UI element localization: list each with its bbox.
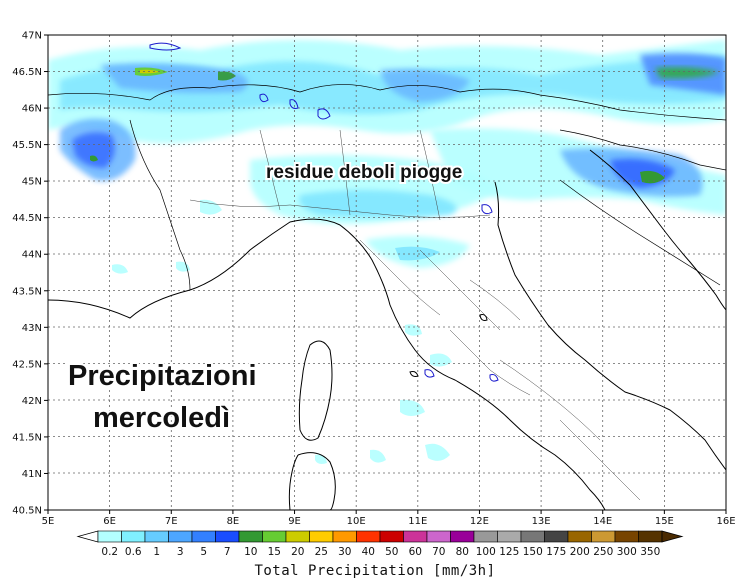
lat-tick-label: 44N (22, 250, 42, 261)
colorbar-label: 5 (200, 546, 207, 558)
lat-tick-label: 45.5N (12, 140, 42, 151)
colorbar-label: 150 (523, 546, 543, 558)
colorbar-label: 250 (593, 546, 613, 558)
lat-tick-label: 43.5N (12, 286, 42, 297)
lon-tick-label: 8E (227, 516, 240, 527)
region-borders (189, 129, 641, 501)
lon-tick-label: 9E (288, 516, 301, 527)
lon-tick-label: 14E (593, 516, 612, 527)
lat-tick-label: 44.5N (12, 213, 42, 224)
colorbar-swatch (168, 530, 193, 543)
lon-tick-label: 11E (408, 516, 427, 527)
lon-tick-label: 13E (532, 516, 551, 527)
lon-tick-label: 7E (165, 516, 178, 527)
colorbar-label: 20 (291, 546, 304, 558)
colorbar-swatch (121, 530, 146, 543)
colorbar-label: 80 (456, 546, 469, 558)
colorbar-min-arrow (76, 530, 99, 543)
colorbar-label: 0.2 (101, 546, 118, 558)
map-grid (48, 35, 726, 510)
lon-tick-label: 15E (655, 516, 674, 527)
colorbar-swatch (520, 530, 545, 543)
colorbar-swatch (614, 530, 639, 543)
colorbar-swatch (497, 530, 522, 543)
lat-tick-label: 46.5N (12, 67, 42, 78)
colorbar-swatch (238, 530, 263, 543)
colorbar-label: 10 (244, 546, 257, 558)
colorbar-swatch (215, 530, 240, 543)
colorbar-swatch (544, 530, 569, 543)
colorbar-label: 60 (409, 546, 422, 558)
colorbar-label: 100 (476, 546, 496, 558)
precipitation-field (48, 40, 726, 464)
colorbar-label: 3 (177, 546, 184, 558)
lon-tick-label: 10E (347, 516, 366, 527)
colorbar-label: 125 (499, 546, 519, 558)
colorbar-swatch (191, 530, 216, 543)
colorbar-swatch (450, 530, 475, 543)
colorbar-label: 0.6 (125, 546, 142, 558)
lat-tick-label: 42.5N (12, 359, 42, 370)
colorbar-swatch (309, 530, 334, 543)
residue-annotation: residue deboli piogge (266, 162, 462, 183)
lat-tick-label: 41N (22, 469, 42, 480)
colorbar-swatch (426, 530, 451, 543)
colorbar-swatch (567, 530, 592, 543)
longitude-axis: 5E 6E 7E 8E 9E 10E 11E 12E 13E 14E 15E 16E (42, 510, 736, 527)
colorbar-swatch (473, 530, 498, 543)
lat-tick-label: 40.5N (12, 506, 42, 517)
colorbar-label: 30 (338, 546, 351, 558)
lat-tick-label: 42N (22, 396, 42, 407)
colorbar: 0.2 0.6 1 3 5 7 10 15 20 25 30 40 50 60 70 80 100 125 150 1… (76, 530, 684, 558)
colorbar-swatch (262, 530, 287, 543)
plot-frame (47, 34, 727, 511)
colorbar-label: 1 (153, 546, 160, 558)
country-borders (48, 84, 726, 291)
lon-tick-label: 16E (716, 516, 735, 527)
colorbar-label: 7 (224, 546, 231, 558)
colorbar-label: 175 (546, 546, 566, 558)
lon-tick-label: 5E (42, 516, 55, 527)
colorbar-swatch (356, 530, 381, 543)
colorbar-label: 25 (315, 546, 328, 558)
lat-tick-label: 41.5N (12, 432, 42, 443)
colorbar-label: 300 (617, 546, 637, 558)
colorbar-swatch (591, 530, 616, 543)
colorbar-swatch (403, 530, 428, 543)
title-annotation-line1: Precipitazioni (68, 360, 257, 392)
lat-tick-label: 47N (22, 31, 42, 42)
colorbar-swatch (379, 530, 404, 543)
lat-tick-label: 43N (22, 323, 42, 334)
colorbar-swatch (332, 530, 357, 543)
lon-tick-label: 12E (470, 516, 489, 527)
colorbar-label: 70 (432, 546, 445, 558)
colorbar-swatch (285, 530, 310, 543)
colorbar-swatch (97, 530, 122, 543)
colorbar-label: 40 (362, 546, 375, 558)
colorbar-label: 200 (570, 546, 590, 558)
colorbar-max-arrow (661, 530, 684, 543)
lon-tick-label: 6E (103, 516, 116, 527)
colorbar-title: Total Precipitation [mm/3h] (254, 563, 495, 579)
lat-tick-label: 46N (22, 104, 42, 115)
title-annotation-line2: mercoledì (93, 402, 230, 434)
latitude-axis: 47N 46.5N 46N 45.5N 45N 44.5N 44N 43.5N 43N 42.5N… (12, 31, 48, 517)
lat-tick-label: 45N (22, 177, 42, 188)
colorbar-label: 350 (640, 546, 660, 558)
coastlines (48, 149, 726, 510)
colorbar-swatch (638, 530, 663, 543)
colorbar-label: 50 (385, 546, 398, 558)
colorbar-label: 15 (268, 546, 281, 558)
colorbar-swatch (144, 530, 169, 543)
lakes (149, 42, 499, 382)
